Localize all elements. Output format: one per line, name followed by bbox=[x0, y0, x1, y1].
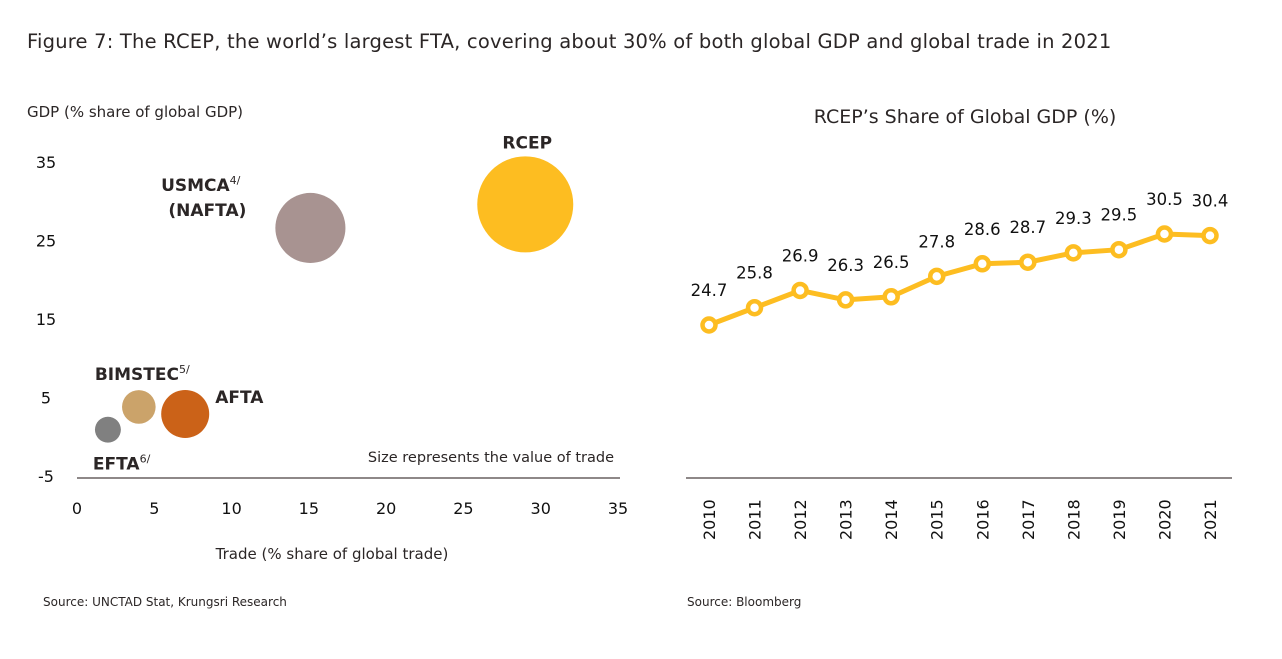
bubble-size-note: Size represents the value of trade bbox=[368, 450, 614, 466]
bubble-rcep bbox=[477, 156, 574, 253]
x-tick-label: 0 bbox=[72, 499, 82, 518]
x-tick-label: 5 bbox=[149, 499, 159, 518]
data-point bbox=[927, 267, 946, 286]
data-point bbox=[973, 255, 992, 273]
bubble-labels: RCEP USMCA4/ (NAFTA) AFTA BIMSTEC5/EFTA6/ bbox=[93, 133, 552, 474]
bubble-bimstec bbox=[122, 390, 156, 424]
y-tick-label: 35 bbox=[36, 153, 56, 172]
x-tick-label: 2017 bbox=[1019, 499, 1038, 540]
x-tick-label: 35 bbox=[608, 499, 628, 518]
x-tick-label: 25 bbox=[453, 499, 473, 518]
bubble-efta bbox=[94, 416, 121, 443]
data-point bbox=[1201, 226, 1219, 245]
bubble-label-usmca: USMCA4/ bbox=[161, 174, 241, 196]
data-label: 28.7 bbox=[1009, 218, 1046, 237]
data-labels: 24.7 25.8 26.9 26.3 26.5 27.8 28.6 28.7 29.3 29.5… bbox=[691, 190, 1229, 300]
data-label: 26.5 bbox=[873, 253, 910, 272]
bubble-label-efta: EFTA6/ bbox=[93, 453, 151, 475]
x-tick-label: 10 bbox=[221, 499, 241, 518]
data-point bbox=[1064, 244, 1083, 262]
data-point bbox=[745, 298, 764, 317]
series-points bbox=[700, 225, 1219, 334]
bubble-afta bbox=[161, 389, 210, 438]
bubble-label-afta: AFTA bbox=[215, 388, 264, 408]
x-tick-label: 2020 bbox=[1155, 499, 1174, 540]
data-point bbox=[1155, 225, 1174, 243]
line-chart: RCEP’s Share of Global GDP (%) 2010 2011 2… bbox=[686, 106, 1232, 540]
y-tick-label: 15 bbox=[36, 310, 56, 329]
x-tick-label: 2013 bbox=[837, 499, 856, 540]
x-tick-label: 15 bbox=[299, 499, 319, 518]
data-label: 29.3 bbox=[1055, 209, 1092, 228]
bubble-x-ticks: 0 5 10 15 20 25 30 35 bbox=[72, 499, 628, 518]
data-label: 25.8 bbox=[736, 264, 773, 283]
x-tick-label: 20 bbox=[376, 499, 396, 518]
data-label: 24.7 bbox=[691, 281, 728, 300]
bubble-y-ticks: 35 25 15 5 -5 bbox=[36, 153, 56, 486]
line-x-ticks: 2010 2011 2012 2013 2014 2015 2016 2017 2018 2019… bbox=[700, 499, 1220, 540]
data-point bbox=[700, 316, 718, 334]
line-chart-title: RCEP’s Share of Global GDP (%) bbox=[814, 106, 1117, 128]
left-source-note: Source: UNCTAD Stat, Krungsri Research bbox=[43, 595, 287, 609]
y-tick-label: 25 bbox=[36, 232, 56, 251]
data-point bbox=[791, 281, 809, 300]
x-tick-label: 2021 bbox=[1201, 499, 1220, 540]
y-tick-label: 5 bbox=[41, 389, 51, 408]
right-source-note: Source: Bloomberg bbox=[687, 595, 802, 609]
bubble-x-axis-label: Trade (% share of global trade) bbox=[215, 545, 449, 563]
x-tick-label: 2019 bbox=[1110, 499, 1129, 540]
data-label: 26.9 bbox=[782, 246, 819, 265]
x-tick-label: 2011 bbox=[746, 499, 765, 540]
data-point bbox=[882, 288, 900, 306]
bubble-y-axis-label: GDP (% share of global GDP) bbox=[27, 103, 243, 121]
x-tick-label: 2012 bbox=[791, 499, 810, 540]
x-tick-label: 30 bbox=[531, 499, 551, 518]
bubble-label-rcep: RCEP bbox=[502, 133, 552, 153]
bubble-chart: GDP (% share of global GDP) Trade (% sha… bbox=[27, 103, 628, 563]
y-tick-label: -5 bbox=[38, 467, 54, 486]
bubble-label-line2: (NAFTA) bbox=[168, 201, 246, 221]
bubbles bbox=[94, 156, 574, 443]
bubble-label-bimstec: BIMSTEC5/ bbox=[95, 363, 190, 385]
figure-title: Figure 7: The RCEP, the world’s largest … bbox=[27, 30, 1112, 53]
data-label: 30.5 bbox=[1146, 190, 1183, 209]
x-tick-label: 2015 bbox=[928, 499, 947, 540]
data-label: 28.6 bbox=[964, 220, 1001, 239]
x-tick-label: 2010 bbox=[700, 499, 719, 540]
data-label: 27.8 bbox=[918, 232, 955, 251]
data-label: 30.4 bbox=[1192, 192, 1229, 211]
bubble-usmca bbox=[275, 192, 346, 263]
x-tick-label: 2018 bbox=[1064, 499, 1083, 540]
data-point bbox=[1019, 253, 1037, 271]
x-tick-label: 2016 bbox=[973, 499, 992, 540]
data-point bbox=[836, 291, 855, 309]
data-point bbox=[1110, 240, 1128, 259]
data-label: 26.3 bbox=[827, 256, 864, 275]
x-tick-label: 2014 bbox=[882, 499, 901, 540]
data-label: 29.5 bbox=[1101, 206, 1138, 225]
